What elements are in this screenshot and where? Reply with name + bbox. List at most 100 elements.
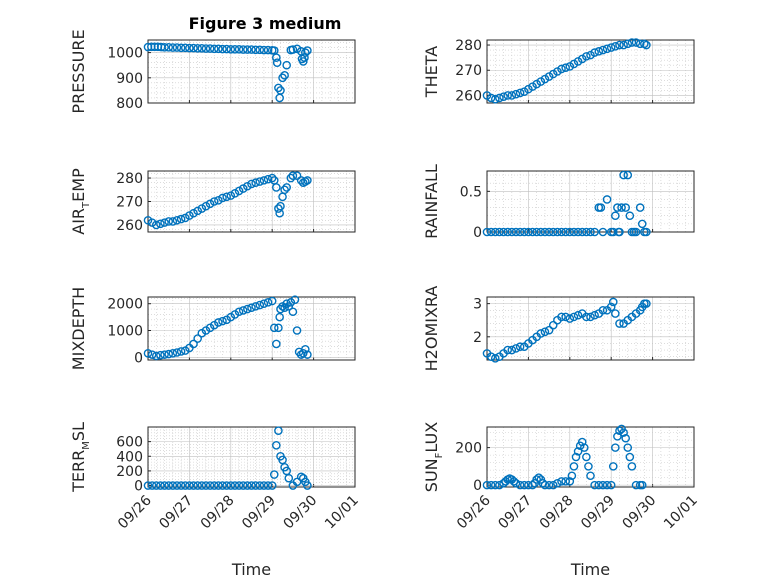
data-point (147, 350, 157, 359)
y-tick-label: 260 (116, 218, 143, 234)
data-point (180, 43, 190, 53)
data-point (226, 481, 236, 490)
data-point (621, 203, 630, 212)
data-point (635, 203, 645, 212)
data-point (263, 174, 273, 184)
data-point (577, 227, 587, 237)
data-point (569, 227, 579, 237)
data-point (519, 480, 529, 490)
data-point (598, 480, 608, 490)
data-point (544, 325, 554, 335)
data-point (511, 89, 521, 99)
data-point (540, 327, 550, 337)
data-point (176, 214, 186, 224)
panel-h2omixra: 2 3 H2OMIXRA (422, 286, 695, 372)
x-tick-label: 09/30 (281, 493, 321, 533)
data-point (251, 45, 260, 55)
data-point (214, 196, 223, 205)
data-point (613, 432, 622, 441)
data-point (561, 63, 570, 73)
data-point (598, 227, 608, 237)
data-point (238, 481, 248, 490)
y-tick-label: 2 (473, 330, 482, 346)
y-axis-label-rest: EMP (69, 168, 88, 202)
data-point (222, 192, 231, 202)
data-point (602, 480, 612, 490)
data-point (582, 312, 591, 322)
data-point (205, 44, 215, 53)
data-point (172, 481, 182, 490)
data-point (230, 481, 240, 490)
data-point (185, 211, 194, 220)
data-point (606, 480, 616, 490)
data-point (288, 307, 298, 317)
data-point (495, 227, 504, 237)
data-point (511, 478, 521, 488)
data-point (573, 447, 583, 456)
data-point (608, 297, 618, 307)
y-tick-label: 3 (473, 297, 482, 313)
y-axis-label-main: RAINFALL (422, 164, 441, 239)
data-point (267, 296, 277, 306)
data-point (598, 45, 608, 55)
data-point (631, 480, 641, 490)
data-point (642, 40, 651, 50)
data-point (301, 48, 310, 57)
x-tick-label: 09/27 (156, 493, 196, 533)
data-point (625, 211, 635, 221)
data-point (238, 306, 248, 315)
data-point (280, 303, 289, 313)
data-point (172, 348, 182, 357)
data-point (590, 48, 599, 57)
data-point (197, 44, 207, 53)
data-point (596, 203, 606, 212)
data-point (243, 45, 252, 54)
data-point (209, 481, 219, 490)
data-point (482, 480, 492, 490)
y-tick-label: 200 (116, 464, 143, 480)
data-point (300, 53, 309, 62)
x-axis-label: Time (231, 560, 271, 579)
data-point (267, 481, 277, 490)
data-point (243, 181, 252, 191)
data-point (176, 43, 186, 53)
data-point (627, 38, 637, 47)
data-point (255, 45, 265, 55)
data-point (272, 53, 281, 62)
data-point (303, 176, 312, 185)
data-point (255, 481, 265, 490)
data-point (637, 480, 647, 490)
data-point (205, 481, 215, 490)
data-point (528, 480, 537, 490)
y-axis-label-main: PRESSURE (69, 29, 88, 113)
data-point (602, 44, 612, 54)
data-point (269, 470, 279, 479)
y-tick-label: 400 (116, 449, 143, 465)
x-axis-label: Time (570, 560, 610, 579)
data-point (602, 195, 612, 204)
y-axis-label: H2OMIXRA (422, 286, 441, 372)
data-point (486, 227, 496, 237)
data-point (189, 339, 198, 349)
data-point (201, 44, 211, 53)
data-point (486, 480, 496, 490)
data-point (218, 316, 227, 326)
data-point (255, 300, 265, 310)
data-point (573, 310, 583, 320)
data-point (209, 44, 219, 54)
data-point (164, 481, 173, 490)
data-point (218, 481, 227, 490)
y-tick-label: 280 (455, 38, 482, 54)
axes-frame (147, 170, 356, 233)
data-point (160, 43, 169, 52)
axes-frame (486, 426, 695, 488)
y-axis-label-subscript: T (81, 201, 92, 209)
data-point (255, 177, 265, 186)
data-point (147, 218, 157, 227)
data-point (298, 348, 308, 358)
data-point (511, 344, 521, 353)
data-point (303, 46, 312, 55)
data-point (189, 208, 198, 218)
data-point (226, 191, 236, 200)
